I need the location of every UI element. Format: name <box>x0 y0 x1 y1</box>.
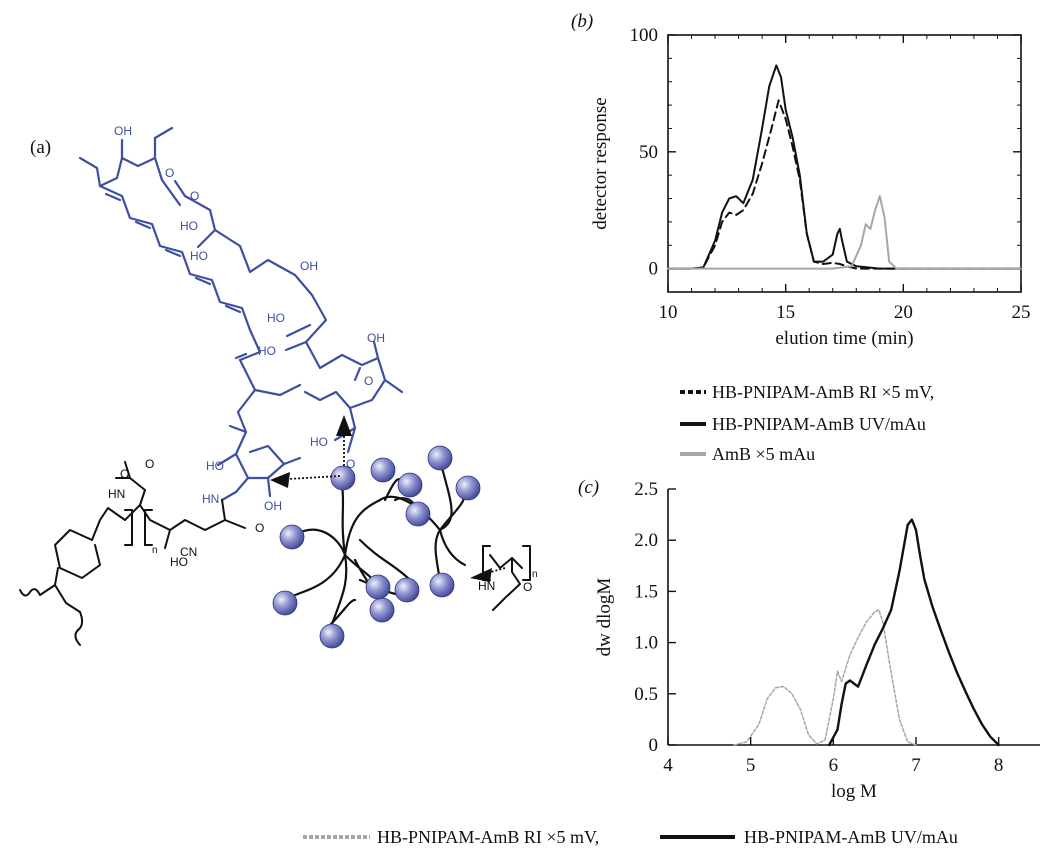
panel-a-label: (a) <box>30 137 51 158</box>
x-tick-label: 10 <box>659 302 678 323</box>
atom-label: OH <box>367 331 385 345</box>
atom-label: O <box>255 521 264 535</box>
atom-label: O <box>523 580 532 594</box>
sphere-end-group <box>429 572 455 598</box>
panel-b-x-axis-label: elution time (min) <box>775 328 913 349</box>
y-tick-label: 100 <box>630 25 659 46</box>
legend-label-uv: HB-PNIPAM-AmB UV/mAu <box>712 414 926 434</box>
atom-label: OH <box>300 259 318 273</box>
atom-label: n <box>532 569 538 580</box>
atom-label: O <box>145 457 154 471</box>
polymer-end-groups <box>272 445 481 649</box>
amphotericin-b-structure <box>78 126 404 502</box>
panel-c-series <box>733 518 1000 747</box>
pnipam-linker-structure <box>19 461 246 646</box>
attachment-arrows <box>270 415 506 582</box>
linker-labels: O HO O CN HN O n <box>108 457 264 569</box>
atom-label: HN <box>202 492 219 506</box>
x-tick-label: 25 <box>1012 302 1031 323</box>
legend-label-uv: HB-PNIPAM-AmB UV/mAu <box>744 827 958 847</box>
y-tick-label: 2.5 <box>634 479 658 500</box>
panel-c-x-axis-label: log M <box>831 781 877 802</box>
arrowhead-icon <box>470 568 492 582</box>
panel-b-label: (b) <box>571 11 593 32</box>
atom-label: OH <box>264 499 282 513</box>
sphere-end-group <box>397 472 423 498</box>
panel-b-axes: 10 15 20 25 0 50 100 <box>630 25 1031 323</box>
amb-substituent-labels: OH O O HO HO OH HO HO O OH HO O HO OH HN <box>114 124 385 513</box>
atom-label: HO <box>267 311 285 325</box>
atom-label: HO <box>310 435 328 449</box>
panel-c-y-axis-label: dw dlogM <box>594 578 615 657</box>
sphere-end-group <box>394 577 420 603</box>
atom-label: n <box>152 545 158 556</box>
atom-label: HO <box>258 344 276 358</box>
panel-c-legend: HB-PNIPAM-AmB RI ×5 mV, HB-PNIPAM-AmB UV… <box>303 827 958 847</box>
sphere-end-group <box>365 574 391 600</box>
arrowhead-icon <box>270 472 290 488</box>
x-tick-label: 6 <box>829 755 839 776</box>
sphere-end-group <box>330 465 356 491</box>
atom-label: HO <box>170 555 188 569</box>
y-tick-label: 1.5 <box>634 581 658 602</box>
series-line-2 <box>667 195 1022 270</box>
atom-label: O <box>120 467 129 481</box>
legend-label-amb: AmB ×5 mAu <box>712 444 815 464</box>
atom-label: HO <box>190 249 208 263</box>
panel-a-molecule-diagram: (a) <box>19 124 538 649</box>
atom-label: O <box>190 189 199 203</box>
x-tick-label: 20 <box>894 302 913 323</box>
arrowhead-icon <box>336 415 352 436</box>
plot-frame <box>667 34 1022 293</box>
x-tick-label: 5 <box>746 755 756 776</box>
atom-label: HN <box>108 487 125 501</box>
y-tick-label: 1.0 <box>634 633 658 654</box>
x-tick-label: 15 <box>776 302 795 323</box>
panel-b-y-axis-label: detector response <box>590 97 611 229</box>
sphere-end-group <box>369 597 395 623</box>
atom-label: O <box>364 374 373 388</box>
sphere-end-group <box>319 623 345 649</box>
y-tick-label: 2.0 <box>634 530 658 551</box>
sphere-end-group <box>455 475 481 501</box>
atom-label: O <box>346 457 355 471</box>
right-unit-labels: HN O n <box>478 569 538 594</box>
x-tick-label: 4 <box>663 755 673 776</box>
panel-c-label: (c) <box>578 477 599 498</box>
panel-b-elution-chart: (b) 10 15 20 25 0 50 100 elution time (min) de… <box>571 11 1031 464</box>
series-line-0 <box>733 609 917 746</box>
panel-b-legend: HB-PNIPAM-AmB RI ×5 mV, HB-PNIPAM-AmB UV… <box>680 382 934 464</box>
legend-label-ri: HB-PNIPAM-AmB RI ×5 mV, <box>377 827 599 847</box>
sphere-end-group <box>279 524 305 550</box>
y-tick-label: 0 <box>649 259 659 280</box>
y-tick-label: 50 <box>639 142 658 163</box>
x-tick-label: 7 <box>911 755 921 776</box>
panel-b-series <box>667 64 1022 270</box>
sphere-end-group <box>427 445 453 471</box>
series-line-1 <box>828 518 1000 747</box>
series-line-1 <box>667 64 1022 270</box>
atom-label: CN <box>180 545 197 559</box>
y-tick-label: 0 <box>649 735 659 756</box>
atom-label: O <box>165 166 174 180</box>
atom-label: HN <box>478 579 495 593</box>
series-line-0 <box>667 99 1022 270</box>
legend-label-ri: HB-PNIPAM-AmB RI ×5 mV, <box>712 382 934 402</box>
atom-label: OH <box>114 124 132 138</box>
y-tick-label: 0.5 <box>634 684 658 705</box>
x-tick-label: 8 <box>994 755 1004 776</box>
atom-label: HO <box>206 459 224 473</box>
sphere-end-group <box>405 501 431 527</box>
sphere-end-group <box>370 457 396 483</box>
sphere-end-group <box>272 590 298 616</box>
atom-label: HO <box>180 219 198 233</box>
panel-c-molar-mass-chart: (c) 4 5 6 7 8 0 0.5 1.0 1.5 2.0 2.5 log M dw dlogM <box>578 477 1040 802</box>
